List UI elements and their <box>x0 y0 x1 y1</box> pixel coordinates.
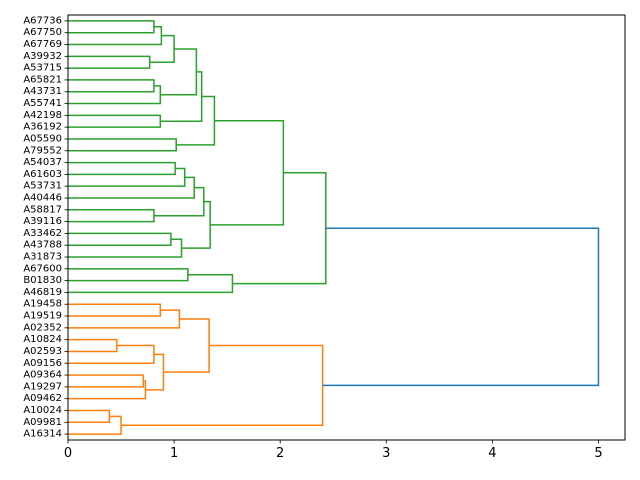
dendrogram-link <box>322 227 600 387</box>
leaf-label: A19297 <box>23 381 62 392</box>
dendrogram-link <box>68 338 118 353</box>
leaf-label: A67769 <box>23 39 62 50</box>
dendrogram-link <box>68 26 163 46</box>
x-tick-label: 3 <box>382 446 390 461</box>
dendrogram-link <box>232 172 327 285</box>
dendrogram-links <box>68 20 600 435</box>
leaf-label: A02352 <box>23 322 62 333</box>
leaf-label: A53731 <box>23 181 62 192</box>
x-tick-label: 0 <box>64 446 72 461</box>
dendrogram-link <box>68 79 155 93</box>
dendrogram-link <box>153 186 205 217</box>
x-tick-label: 1 <box>170 446 178 461</box>
leaf-label: A40446 <box>23 192 62 203</box>
dendrogram-link <box>68 273 234 294</box>
leaf-label: A65821 <box>23 74 62 85</box>
leaf-label: A46819 <box>23 287 62 298</box>
dendrogram-link <box>68 176 196 199</box>
x-tick-label: 2 <box>276 446 284 461</box>
leaf-label: B01830 <box>23 275 62 286</box>
x-tick-label: 5 <box>594 446 602 461</box>
dendrogram-link <box>68 55 151 69</box>
leaf-label: A36192 <box>23 122 62 133</box>
dendrogram-link <box>68 303 162 317</box>
leaf-label: A54037 <box>23 157 62 168</box>
dendrogram-link <box>68 20 155 34</box>
leaf-label: A61603 <box>23 169 62 180</box>
leaf-label: A10824 <box>23 334 62 345</box>
dendrogram-link <box>210 119 285 226</box>
leaf-label: A42198 <box>23 110 62 121</box>
leaf-label: A55741 <box>23 98 62 109</box>
leaf-labels: A67736A67750A67769A39932A53715A65821A437… <box>23 15 68 440</box>
dendrogram-link <box>68 209 155 223</box>
leaf-label: A53715 <box>23 63 62 74</box>
dendrogram-link <box>149 34 175 63</box>
dendrogram-link <box>68 138 177 152</box>
leaf-label: A58817 <box>23 204 62 215</box>
dendrogram-link <box>68 374 145 388</box>
leaf-label: A79552 <box>23 145 62 156</box>
leaf-label: A09462 <box>23 393 62 404</box>
dendrogram-link <box>68 268 189 282</box>
dendrogram-link <box>163 318 210 373</box>
x-tick-label: 4 <box>488 446 496 461</box>
plot-frame <box>67 14 626 441</box>
leaf-label: A10024 <box>23 405 62 416</box>
dendrogram-link <box>181 200 211 249</box>
dendrogram-link <box>68 344 155 365</box>
leaf-label: A33462 <box>23 228 62 239</box>
dendrogram-link <box>68 232 172 246</box>
dendrogram-link <box>68 409 111 424</box>
dendrogram-link <box>68 85 162 105</box>
leaf-label: A19458 <box>23 299 62 310</box>
dendrogram-link <box>68 114 162 128</box>
dendrogram-link <box>121 344 324 426</box>
leaf-label: A09981 <box>23 417 62 428</box>
dendrogram-link <box>160 71 203 122</box>
leaf-label: A31873 <box>23 252 62 263</box>
dendrogram-link <box>68 309 181 329</box>
x-axis: 0 1 2 3 4 5 <box>64 440 603 461</box>
leaf-label: A39116 <box>23 216 62 227</box>
leaf-label: A67736 <box>23 15 62 26</box>
leaf-label: A67750 <box>23 27 62 38</box>
dendrogram-link <box>160 48 198 96</box>
leaf-label: A43731 <box>23 86 62 97</box>
leaf-label: A02593 <box>23 346 62 357</box>
leaf-label: A19519 <box>23 311 62 322</box>
dendrogram-link <box>68 238 183 258</box>
dendrogram-link <box>68 380 147 400</box>
leaf-label: A09156 <box>23 358 62 369</box>
leaf-label: A09364 <box>23 370 62 381</box>
dendrogram-link <box>68 167 186 187</box>
dendrogram-link <box>68 161 176 176</box>
leaf-label: A67600 <box>23 263 62 274</box>
leaf-label: A16314 <box>23 429 62 440</box>
dendrogram-link <box>176 95 216 146</box>
leaf-label: A43788 <box>23 240 62 251</box>
dendrogram-link <box>68 415 122 435</box>
leaf-label: A39932 <box>23 51 62 62</box>
leaf-label: A05590 <box>23 133 62 144</box>
